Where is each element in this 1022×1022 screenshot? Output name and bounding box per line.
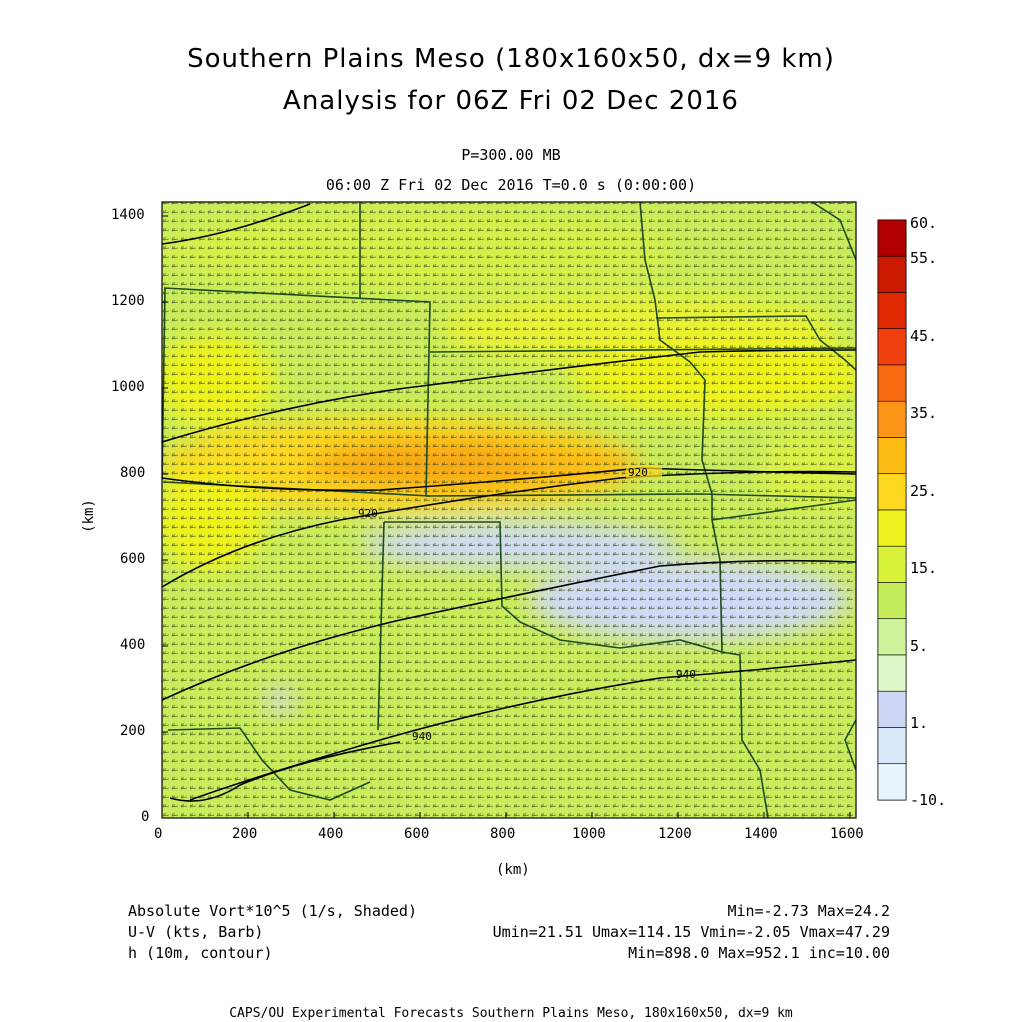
colorbar-cell: [877, 292, 907, 330]
x-tick-label: 1400: [744, 826, 778, 842]
legend-barb-stats: Umin=21.51 Umax=114.15 Vmin=-2.05 Vmax=4…: [492, 923, 890, 941]
y-tick-label: 800: [120, 465, 146, 481]
x-tick-label: 1200: [658, 826, 692, 842]
y-tick-label: 1200: [111, 293, 145, 309]
y-tick-label: 1000: [111, 379, 145, 395]
colorbar-cell: [877, 437, 907, 475]
y-axis-title: (km): [80, 499, 97, 533]
legend-contour-field: h (10m, contour): [128, 944, 273, 962]
colorbar-cell: [877, 727, 907, 765]
colorbar-cell: [877, 364, 907, 402]
x-tick-label: 400: [318, 826, 344, 842]
colorbar-label: 60.: [910, 214, 938, 232]
map-title-line2: Analysis for 06Z Fri 02 Dec 2016: [283, 86, 739, 116]
colorbar-label: 35.: [910, 404, 938, 422]
legend-shaded-field: Absolute Vort*10^5 (1/s, Shaded): [128, 902, 417, 920]
colorbar-label: 5.: [910, 637, 929, 655]
colorbar-label: 45.: [910, 327, 938, 345]
colorbar-label: 25.: [910, 482, 938, 500]
vorticity-shading: [162, 202, 856, 818]
x-tick-label: 200: [232, 826, 258, 842]
colorbar-cell: [877, 328, 907, 366]
contour-label: 920: [358, 507, 378, 520]
valid-time-label: 06:00 Z Fri 02 Dec 2016 T=0.0 s (0:00:00…: [325, 176, 697, 194]
legend-contour-stats: Min=898.0 Max=952.1 inc=10.00: [628, 944, 890, 962]
legend-shaded-stats: Min=-2.73 Max=24.2: [727, 902, 890, 920]
contour-label: 940: [412, 730, 432, 743]
x-tick-label: 0: [154, 826, 163, 842]
plot-frame: [161, 201, 857, 819]
x-axis-title: (km): [496, 862, 530, 878]
colorbar-cell: [877, 400, 907, 438]
x-tick-label: 600: [404, 826, 430, 842]
colorbar: [877, 219, 907, 801]
colorbar-label: -10.: [910, 791, 947, 809]
colorbar-label: 15.: [910, 559, 938, 577]
colorbar-cell: [877, 763, 907, 801]
y-tick-label: 600: [120, 551, 146, 567]
colorbar-cell: [877, 690, 907, 728]
colorbar-cell: [877, 219, 907, 257]
height-contours: [162, 203, 856, 802]
y-tick-label: 0: [141, 809, 150, 825]
colorbar-cell: [877, 582, 907, 620]
x-axis-ticks: [161, 812, 851, 818]
footer-credit: CAPS/OU Experimental Forecasts Southern …: [229, 1006, 793, 1021]
colorbar-cell: [877, 509, 907, 547]
colorbar-cell: [877, 255, 907, 293]
colorbar-cell: [877, 473, 907, 511]
colorbar-cell: [877, 545, 907, 583]
y-tick-label: 200: [120, 723, 146, 739]
x-tick-label: 1000: [572, 826, 606, 842]
contour-label: 940: [676, 668, 696, 681]
x-tick-label: 1600: [830, 826, 864, 842]
colorbar-cell: [877, 654, 907, 692]
map-title-line1: Southern Plains Meso (180x160x50, dx=9 k…: [187, 44, 835, 74]
pressure-level-label: P=300.00 MB: [461, 146, 561, 164]
y-tick-label: 400: [120, 637, 146, 653]
colorbar-label: 55.: [910, 249, 938, 267]
legend-barb-field: U-V (kts, Barb): [128, 923, 264, 941]
colorbar-cell: [877, 618, 907, 656]
contour-labels: 920 920 940 940: [358, 465, 696, 743]
contour-label: 920: [628, 466, 648, 479]
x-tick-label: 800: [490, 826, 516, 842]
y-axis-ticks: [162, 215, 168, 819]
y-tick-label: 1400: [111, 207, 145, 223]
colorbar-label: 1.: [910, 714, 929, 732]
